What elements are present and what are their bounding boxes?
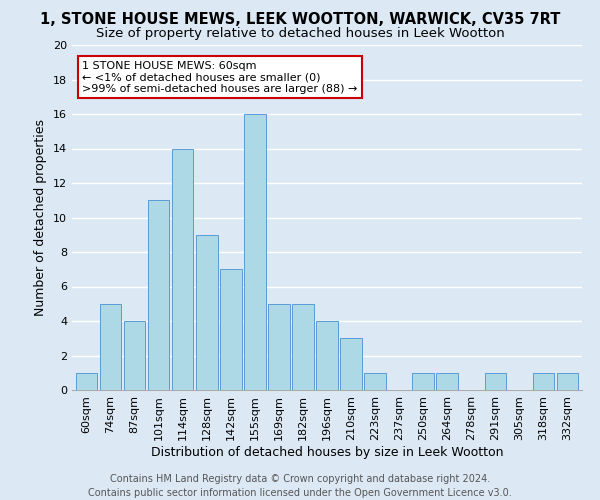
- Text: 1, STONE HOUSE MEWS, LEEK WOOTTON, WARWICK, CV35 7RT: 1, STONE HOUSE MEWS, LEEK WOOTTON, WARWI…: [40, 12, 560, 28]
- Bar: [100, 304, 121, 390]
- Bar: [124, 321, 145, 390]
- Bar: [292, 304, 314, 390]
- Bar: [533, 373, 554, 390]
- Bar: [244, 114, 266, 390]
- Bar: [148, 200, 169, 390]
- X-axis label: Distribution of detached houses by size in Leek Wootton: Distribution of detached houses by size …: [151, 446, 503, 458]
- Bar: [220, 269, 242, 390]
- Text: 1 STONE HOUSE MEWS: 60sqm
← <1% of detached houses are smaller (0)
>99% of semi-: 1 STONE HOUSE MEWS: 60sqm ← <1% of detac…: [82, 60, 358, 94]
- Bar: [412, 373, 434, 390]
- Bar: [364, 373, 386, 390]
- Bar: [172, 148, 193, 390]
- Bar: [436, 373, 458, 390]
- Bar: [316, 321, 338, 390]
- Y-axis label: Number of detached properties: Number of detached properties: [34, 119, 47, 316]
- Text: Contains HM Land Registry data © Crown copyright and database right 2024.
Contai: Contains HM Land Registry data © Crown c…: [88, 474, 512, 498]
- Bar: [76, 373, 97, 390]
- Bar: [557, 373, 578, 390]
- Text: Size of property relative to detached houses in Leek Wootton: Size of property relative to detached ho…: [95, 28, 505, 40]
- Bar: [268, 304, 290, 390]
- Bar: [196, 235, 218, 390]
- Bar: [485, 373, 506, 390]
- Bar: [340, 338, 362, 390]
